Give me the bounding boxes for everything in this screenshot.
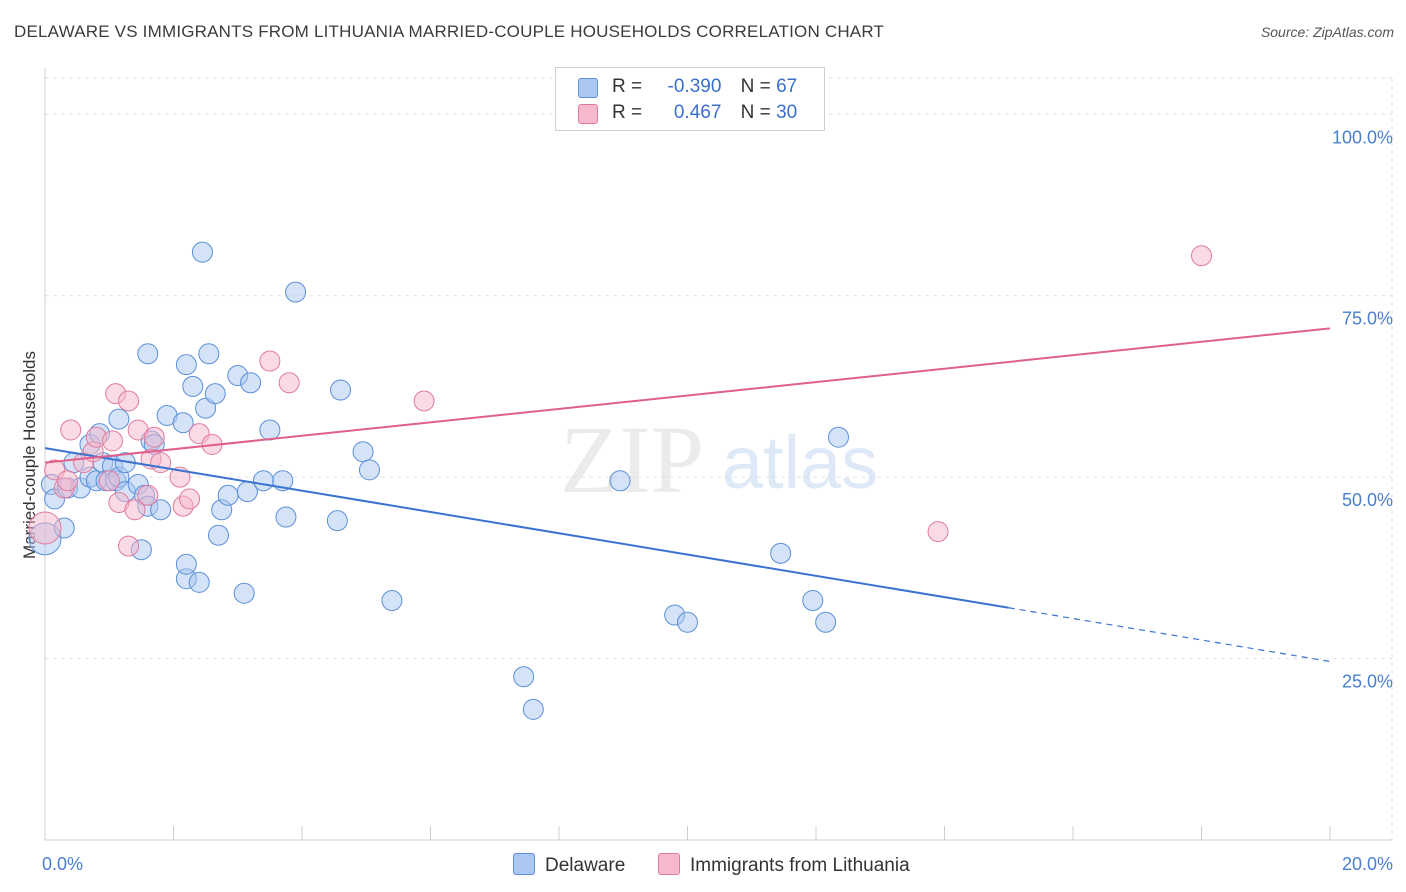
point-delaware xyxy=(150,499,172,521)
point-delaware xyxy=(252,470,274,492)
y-tick-label: 100.0% xyxy=(1332,127,1393,147)
watermark-zip: ZIP xyxy=(560,406,704,513)
y-tick-label: 25.0% xyxy=(1342,672,1393,692)
point-delaware xyxy=(770,542,792,564)
point-lithuania xyxy=(1191,245,1212,267)
r-label: R = xyxy=(612,102,643,123)
point-delaware xyxy=(233,582,255,604)
point-lithuania xyxy=(118,390,140,412)
point-delaware xyxy=(522,698,544,720)
legend-item-delaware[interactable]: Delaware xyxy=(513,853,625,877)
r-value-lithuania: 0.467 xyxy=(673,102,722,123)
legend-swatch-delaware xyxy=(578,78,598,98)
legend-swatch-lithuania xyxy=(658,853,680,875)
legend-label-delaware: Delaware xyxy=(545,855,626,876)
point-delaware xyxy=(259,419,281,441)
point-delaware xyxy=(198,343,220,365)
trend-line-delaware xyxy=(44,447,1009,609)
x-tick-label: 20.0% xyxy=(1342,854,1393,874)
point-delaware xyxy=(108,408,130,430)
y-tick-label: 50.0% xyxy=(1342,490,1393,510)
point-delaware xyxy=(175,354,197,376)
point-lithuania xyxy=(28,511,62,545)
r-value-delaware: -0.390 xyxy=(667,76,722,97)
point-delaware xyxy=(195,397,217,419)
trend-lines xyxy=(44,327,1331,663)
r-label: R = xyxy=(612,76,643,97)
point-delaware xyxy=(191,241,213,263)
watermark-atlas: atlas xyxy=(722,421,878,504)
point-lithuania xyxy=(101,430,123,452)
watermark: ZIP atlas xyxy=(560,406,878,513)
point-lithuania xyxy=(413,390,435,412)
point-lithuania xyxy=(278,372,300,394)
n-label: N = xyxy=(740,102,771,123)
point-delaware xyxy=(352,441,374,463)
point-delaware xyxy=(326,510,348,532)
point-delaware xyxy=(172,412,194,434)
legend-label-lithuania: Immigrants from Lithuania xyxy=(690,855,910,876)
point-lithuania xyxy=(124,499,146,521)
point-lithuania xyxy=(150,452,172,474)
point-delaware xyxy=(240,372,262,394)
trend-line-lithuania xyxy=(44,327,1331,464)
y-tick-label: 75.0% xyxy=(1342,309,1393,329)
point-delaware xyxy=(275,506,297,528)
point-lithuania xyxy=(56,470,78,492)
point-lithuania xyxy=(179,488,201,510)
point-delaware xyxy=(217,484,239,506)
chart-title: DELAWARE VS IMMIGRANTS FROM LITHUANIA MA… xyxy=(14,22,885,41)
point-delaware xyxy=(285,281,307,303)
tick-labels: 25.0% 50.0% 75.0% 100.0% 0.0% 20.0% xyxy=(42,127,1393,874)
point-lithuania xyxy=(259,350,281,372)
point-delaware xyxy=(827,426,849,448)
point-delaware xyxy=(815,611,837,633)
n-value-lithuania: 30 xyxy=(776,102,798,123)
point-delaware xyxy=(137,343,159,365)
gridlines xyxy=(45,77,1393,840)
data-points xyxy=(28,241,1212,720)
point-delaware xyxy=(609,470,631,492)
point-lithuania xyxy=(137,484,159,506)
point-delaware xyxy=(175,553,197,575)
x-tick-label: 0.0% xyxy=(42,854,83,874)
point-delaware xyxy=(207,524,229,546)
point-delaware xyxy=(677,611,698,633)
legend-swatch-lithuania xyxy=(578,104,598,124)
point-lithuania xyxy=(143,426,165,448)
point-delaware xyxy=(204,383,226,405)
point-lithuania xyxy=(60,419,82,441)
correlation-legend: R = -0.390 N = 67 R = 0.467 N = 30 xyxy=(555,67,825,131)
source-label: Source: ZipAtlas.com xyxy=(1260,24,1394,40)
point-delaware xyxy=(358,459,380,481)
point-delaware xyxy=(330,379,352,401)
point-lithuania xyxy=(927,521,949,543)
point-lithuania xyxy=(98,470,120,492)
point-delaware xyxy=(182,375,204,397)
point-delaware xyxy=(188,571,210,593)
point-delaware xyxy=(802,590,824,612)
trend-line-delaware-extension xyxy=(1008,607,1331,663)
legend-swatch-delaware xyxy=(513,853,535,875)
point-lithuania xyxy=(118,535,140,557)
n-value-delaware: 67 xyxy=(776,76,798,97)
n-label: N = xyxy=(740,76,771,97)
point-delaware xyxy=(381,590,403,612)
axes xyxy=(44,68,1392,841)
point-delaware xyxy=(513,666,535,688)
legend-item-lithuania[interactable]: Immigrants from Lithuania xyxy=(658,853,910,877)
